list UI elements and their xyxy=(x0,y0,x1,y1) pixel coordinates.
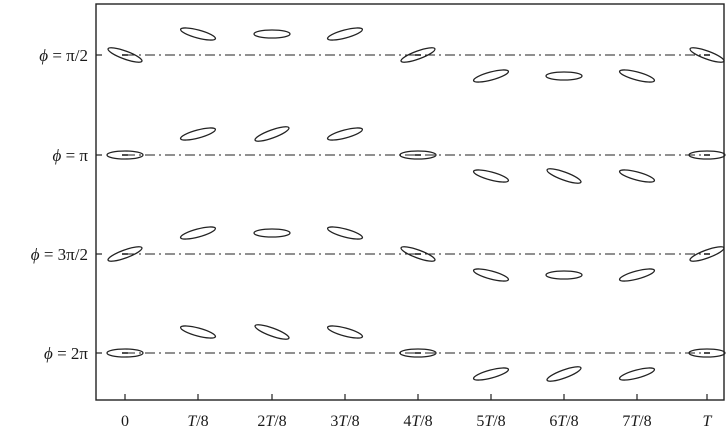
ellipse-row4-col2 xyxy=(179,325,217,339)
row-phase-labels: ϕ = π/2 ϕ = π ϕ = 3π/2 ϕ = 2π xyxy=(31,46,89,363)
x-tick-label-1: 0 xyxy=(121,413,129,430)
ellipse-row4-col1 xyxy=(106,348,144,358)
dash-dot-axis-lines xyxy=(125,54,707,354)
ellipse-row2-col2 xyxy=(179,127,217,141)
x-tick-label-9: T xyxy=(703,413,713,430)
ellipse-row2-col9 xyxy=(688,150,726,160)
ellipse-row2-col1 xyxy=(106,150,144,160)
ellipse-row1-col3 xyxy=(253,29,291,39)
x-tick-label-5: 4T/8 xyxy=(403,413,432,430)
ellipse-row3-col5 xyxy=(400,246,436,262)
ellipse-row4-col7 xyxy=(546,366,582,382)
ellipse-row1-col8 xyxy=(618,69,656,83)
ellipse-row3-col9 xyxy=(689,246,725,262)
row-label-4: ϕ = 2π xyxy=(44,344,88,363)
ellipse-row1-col7 xyxy=(545,71,583,81)
ellipse-row3-col6 xyxy=(472,268,510,282)
ellipse-row4-col8 xyxy=(618,367,656,381)
x-tick-label-8: 7T/8 xyxy=(622,413,651,430)
x-tick-label-3: 2T/8 xyxy=(257,413,286,430)
ellipse-row3-col1 xyxy=(107,246,143,262)
ellipse-row2-col5 xyxy=(399,150,437,160)
x-axis-tick-labels: 0 T/8 2T/8 3T/8 4T/8 5T/8 6T/8 7T/8 T xyxy=(121,413,713,430)
ellipse-row4-col3 xyxy=(254,324,290,340)
x-tick-label-2: T/8 xyxy=(187,413,208,430)
row-label-1: ϕ = π/2 xyxy=(39,46,88,65)
ellipse-row1-col5 xyxy=(400,47,436,63)
ellipse-row3-col2 xyxy=(179,226,217,240)
row-label-2: ϕ = π xyxy=(53,146,89,165)
ellipse-row2-col4 xyxy=(326,127,364,141)
plot-frame xyxy=(95,3,725,401)
x-tick-label-7: 6T/8 xyxy=(549,413,578,430)
ellipse-row3-col7 xyxy=(545,270,583,280)
ellipse-row4-col6 xyxy=(472,367,510,381)
ellipse-row2-col7 xyxy=(546,168,582,184)
ellipse-row3-col3 xyxy=(253,228,291,238)
ellipse-row4-col5 xyxy=(399,348,437,358)
x-tick-label-4: 3T/8 xyxy=(330,413,359,430)
ellipse-row2-col8 xyxy=(618,169,656,183)
row-label-3: ϕ = 3π/2 xyxy=(31,245,88,264)
x-axis-ticks xyxy=(96,54,708,400)
ellipse-row3-col8 xyxy=(618,268,656,282)
ellipse-row1-col1 xyxy=(107,47,143,63)
ellipse-row4-col4 xyxy=(326,325,364,339)
ellipse-row2-col3 xyxy=(254,126,290,142)
ellipse-row1-col2 xyxy=(179,27,217,41)
ellipse-row1-col9 xyxy=(689,47,725,63)
ellipse-row1-col6 xyxy=(472,69,510,83)
ellipse-row2-col6 xyxy=(472,169,510,183)
polarization-ellipses xyxy=(106,27,726,382)
ellipse-row3-col4 xyxy=(326,226,364,240)
ellipse-row4-col9 xyxy=(688,348,726,358)
x-tick-label-6: 5T/8 xyxy=(476,413,505,430)
ellipse-row1-col4 xyxy=(326,27,364,41)
